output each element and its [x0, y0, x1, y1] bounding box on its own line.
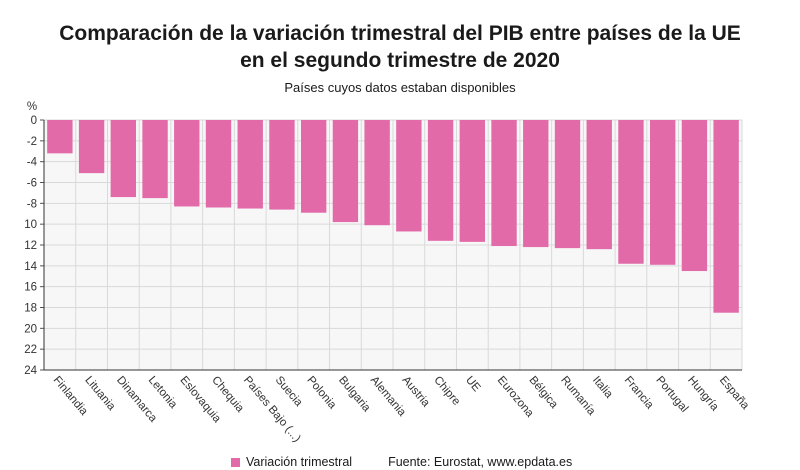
bar	[459, 120, 486, 242]
x-tick-label: Bulgaria	[336, 374, 373, 414]
bar	[396, 120, 422, 232]
y-tick-label: 12	[24, 240, 37, 252]
bar	[332, 120, 359, 223]
x-tick-label: Países Bajo (...)	[241, 374, 303, 445]
bar	[523, 120, 549, 248]
x-tick-label: Suecia	[273, 374, 305, 409]
bar	[713, 120, 739, 313]
chart-title-line-1: Comparación de la variación trimestral d…	[59, 22, 741, 45]
y-unit-label: %	[27, 101, 37, 113]
y-tick-label: -4	[27, 157, 38, 169]
x-tick-label: Italia	[590, 374, 615, 401]
bar	[618, 120, 644, 264]
x-tick-label: España	[717, 374, 752, 412]
x-tick-label: Austria	[400, 374, 433, 410]
bar	[554, 120, 581, 249]
y-tick-label: 14	[24, 261, 37, 273]
legend-series-label: Variación trimestral	[246, 455, 353, 469]
x-tick-label: Chipre	[431, 374, 462, 408]
x-tick-label: Polonia	[304, 374, 338, 412]
x-tick-label: Portugal	[653, 374, 690, 415]
bar	[47, 120, 73, 154]
y-tick-label: 10	[24, 219, 37, 231]
bar	[78, 120, 105, 174]
bar	[205, 120, 232, 208]
x-tick-label: Hungría	[685, 374, 721, 414]
bar	[586, 120, 612, 250]
bar	[427, 120, 454, 241]
bar	[269, 120, 295, 210]
y-tick-label: -2	[27, 136, 37, 148]
x-tick-label: UE	[463, 374, 483, 394]
bar	[142, 120, 168, 199]
source-note: Fuente: Eurostat, www.epdata.es	[388, 455, 573, 469]
y-tick-label: 22	[24, 344, 37, 356]
bar	[237, 120, 263, 209]
bar	[174, 120, 200, 207]
y-tick-label: 20	[24, 323, 37, 335]
bar	[649, 120, 676, 265]
bar	[110, 120, 137, 198]
y-tick-label: 18	[24, 303, 37, 315]
bar	[491, 120, 517, 247]
chart-title-line-2: en el segundo trimestre de 2020	[240, 49, 560, 72]
legend: Variación trimestral Fuente: Eurostat, w…	[231, 455, 572, 469]
legend-swatch	[231, 457, 240, 467]
bar	[300, 120, 327, 213]
bar	[681, 120, 708, 272]
y-tick-label: 0	[31, 115, 37, 127]
bar	[364, 120, 390, 226]
y-tick-label: 16	[24, 282, 37, 294]
x-tick-label: Francia	[622, 374, 656, 412]
chart-subtitle: Países cuyos datos estaban disponibles	[284, 80, 516, 95]
y-tick-label: -6	[27, 178, 37, 190]
y-tick-label: 24	[24, 365, 37, 377]
y-tick-label: -8	[27, 198, 37, 210]
chart-title: Comparación de la variación trimestral d…	[0, 20, 800, 74]
